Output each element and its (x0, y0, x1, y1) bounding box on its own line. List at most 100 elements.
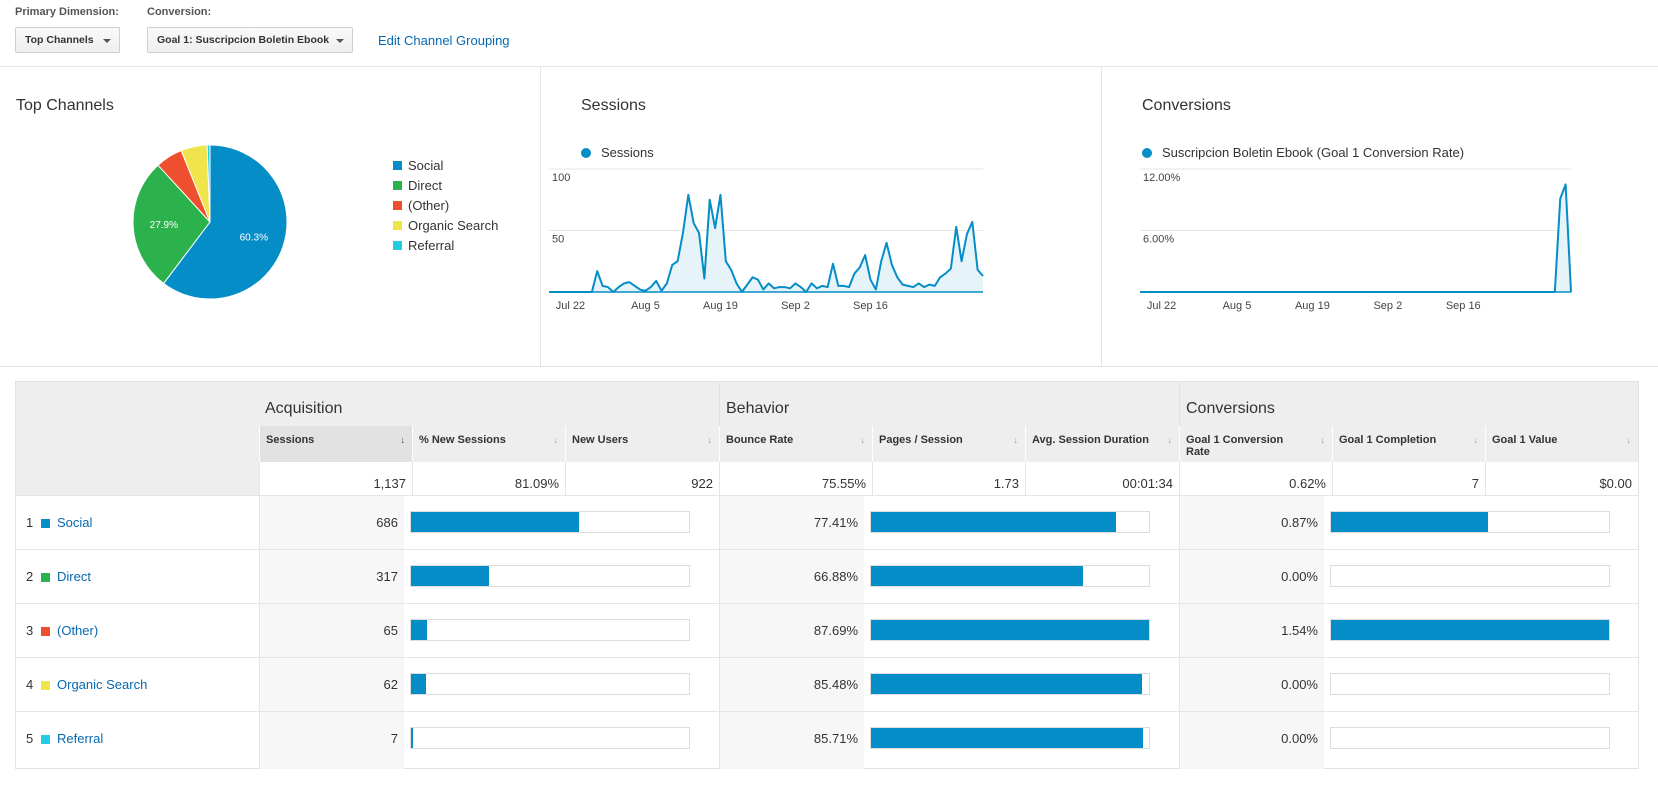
pct-new-sessions-column-header[interactable]: % New Sessions ↓ (412, 426, 565, 462)
channels-table: Acquisition Behavior Conversions Session… (15, 381, 1639, 769)
pie-slice-social[interactable] (162, 144, 288, 300)
sort-arrow-icon: ↓ (1013, 435, 1019, 445)
conv-share-bar (1330, 673, 1610, 695)
sessions-title: Sessions (581, 97, 646, 114)
edit-channel-grouping-link[interactable]: Edit Channel Grouping (378, 33, 510, 48)
channel-color-swatch (41, 681, 50, 690)
bar-fill (871, 674, 1143, 694)
row-number: 1 (26, 515, 34, 530)
bar-fill (411, 566, 489, 586)
conversions-series-legend[interactable]: Suscripcion Boletin Ebook (Goal 1 Conver… (1142, 145, 1464, 160)
legend-label: (Other) (408, 197, 450, 213)
x-tick-label: Aug 19 (1295, 300, 1330, 312)
row-bounce-rate: 85.48% (813, 677, 858, 692)
series-name: Suscripcion Boletin Ebook (Goal 1 Conver… (1162, 145, 1465, 160)
column-divider (719, 495, 720, 769)
sessions-share-bar (410, 565, 690, 587)
conv-share-bar (1330, 565, 1610, 587)
legend-item-direct[interactable]: Direct (393, 175, 498, 195)
sessions-share-bar (410, 511, 690, 533)
completion-column-header[interactable]: Goal 1 Completion ↓ (1332, 426, 1485, 462)
conversions-panel: Conversions Suscripcion Boletin Ebook (G… (1102, 67, 1658, 366)
behavior-share-bar (870, 619, 1150, 641)
legend-swatch (393, 160, 402, 170)
bar-fill (411, 728, 413, 748)
row-bounce-rate: 85.71% (813, 731, 858, 746)
row-bounce-rate: 66.88% (813, 569, 858, 584)
channel-link-social[interactable]: Social (57, 515, 93, 530)
series-line[interactable] (549, 193, 984, 293)
conv-rate-column-header[interactable]: Goal 1 Conversion Rate ↓ (1179, 426, 1332, 462)
legend-item-referral[interactable]: Referral (393, 235, 498, 255)
column-header-label: Sessions (266, 434, 315, 446)
y-tick-label: 12.00% (1143, 172, 1181, 184)
report-controls: Primary Dimension: Top Channels Conversi… (0, 0, 1658, 67)
chevron-down-icon (103, 39, 111, 43)
legend-item-other[interactable]: (Other) (393, 195, 498, 215)
behavior-share-bar (870, 511, 1150, 533)
channel-color-swatch (41, 735, 50, 744)
pages-session-column-header[interactable]: Pages / Session ↓ (872, 426, 1025, 462)
x-tick-label: Aug 5 (631, 300, 660, 312)
row-conv-rate: 0.00% (1281, 677, 1318, 692)
bounce-rate-column-header[interactable]: Bounce Rate ↓ (719, 426, 872, 462)
x-tick-label: Jul 22 (1147, 300, 1176, 312)
total-bounce-rate: 75.55% (719, 462, 872, 495)
y-tick-label: 50 (552, 234, 564, 246)
series-line[interactable] (1140, 183, 1572, 293)
row-bounce-rate: 77.41% (813, 515, 858, 530)
channel-link-other[interactable]: (Other) (57, 623, 99, 638)
pie-label-direct: 27.9% (150, 220, 178, 231)
sort-arrow-icon: ↓ (553, 435, 559, 445)
sessions-column-header[interactable]: Sessions ↓ (259, 426, 412, 462)
row-sessions: 62 (383, 677, 398, 692)
legend-item-organic-search[interactable]: Organic Search (393, 215, 498, 235)
conv-share-bar (1330, 511, 1610, 533)
x-tick-label: Aug 5 (1223, 300, 1252, 312)
column-header-label: Avg. Session Duration (1032, 434, 1149, 446)
behavior-share-bar (870, 673, 1150, 695)
pie-slice-referral[interactable] (206, 144, 211, 223)
behavior-share-bar (870, 565, 1150, 587)
table-corner (16, 382, 259, 426)
y-tick-label: 6.00% (1143, 234, 1174, 246)
column-header-label: Goal 1 Value (1492, 434, 1558, 446)
conv-rate-column-shade (1179, 495, 1324, 769)
total-new-users: 922 (565, 462, 719, 495)
value-column-header[interactable]: Goal 1 Value ↓ (1485, 426, 1638, 462)
series-dot-icon (581, 147, 591, 158)
row-number: 3 (26, 623, 34, 638)
totals-label-cell (16, 462, 259, 495)
bar-fill (871, 566, 1084, 586)
sort-arrow-icon: ↓ (1167, 435, 1173, 445)
total-completion: 7 (1332, 462, 1485, 495)
legend-item-social[interactable]: Social (393, 155, 498, 175)
total-value: $0.00 (1485, 462, 1638, 495)
new-users-column-header[interactable]: New Users ↓ (565, 426, 719, 462)
acquisition-group-header: Acquisition (259, 382, 719, 426)
column-header-label: Goal 1 Completion (1339, 434, 1437, 446)
sessions-series-legend[interactable]: Sessions (581, 145, 654, 160)
legend-swatch (393, 180, 402, 190)
x-tick-label: Aug 19 (703, 300, 738, 312)
row-conv-rate: 1.54% (1281, 623, 1318, 638)
sort-arrow-icon: ↓ (1626, 435, 1632, 445)
conversion-dropdown[interactable]: Goal 1: Suscripcion Boletin Ebook (147, 27, 353, 53)
channel-link-direct[interactable]: Direct (57, 569, 91, 584)
channel-link-referral[interactable]: Referral (57, 731, 104, 746)
y-tick-label: 100 (552, 172, 570, 184)
row-divider (16, 603, 1638, 604)
column-header-label: New Users (572, 434, 629, 446)
channel-link-organic-search[interactable]: Organic Search (57, 677, 148, 692)
conversions-group-header: Conversions (1179, 382, 1638, 426)
primary-dimension-dropdown[interactable]: Top Channels (15, 27, 120, 53)
x-tick-label: Jul 22 (556, 300, 585, 312)
legend-swatch (393, 200, 402, 210)
avg-duration-column-header[interactable]: Avg. Session Duration ↓ (1025, 426, 1179, 462)
row-conv-rate: 0.87% (1281, 515, 1318, 530)
top-channels-legend: Social Direct (Other) Organic Search Ref… (393, 155, 498, 255)
series-area (549, 194, 983, 292)
behavior-group-header: Behavior (719, 382, 1179, 426)
total-avg-duration: 00:01:34 (1025, 462, 1179, 495)
pie-slice-direct[interactable] (132, 164, 211, 285)
